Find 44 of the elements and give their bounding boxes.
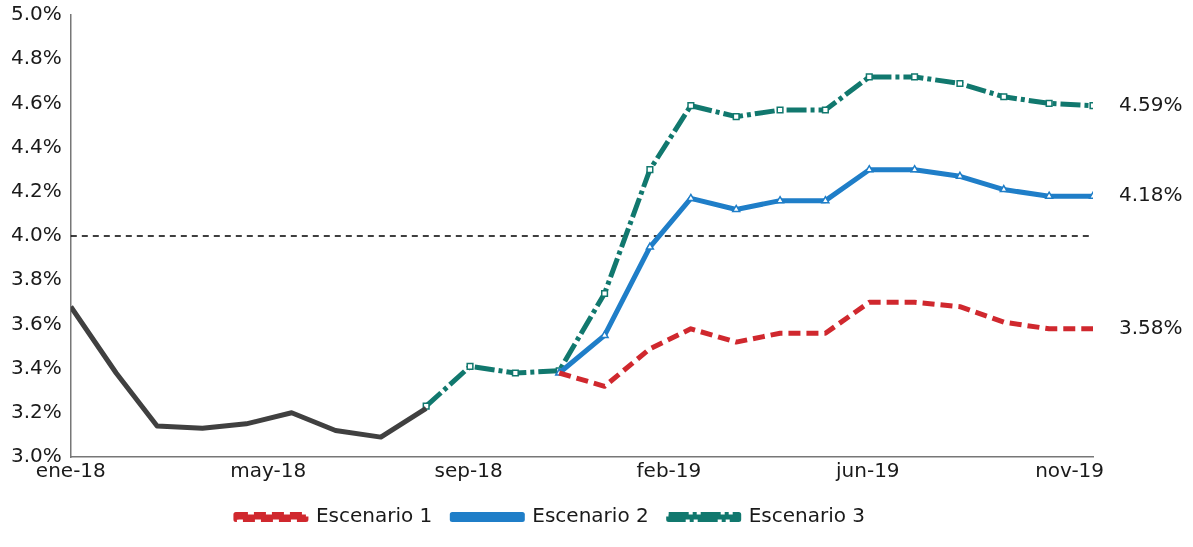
point — [1044, 191, 1054, 199]
point — [732, 113, 740, 121]
x-tick-label: feb-19 — [636, 458, 702, 483]
point — [775, 195, 785, 204]
y-tick-label: 3.8% — [11, 266, 62, 291]
y-tick-label: 3.2% — [11, 399, 62, 423]
x-tick-label: jun-19 — [835, 458, 900, 483]
point — [956, 79, 964, 88]
y-tick-label: 3.4% — [11, 354, 62, 379]
point — [821, 106, 829, 114]
annotation: 4.59% — [1119, 91, 1183, 116]
point — [687, 102, 695, 110]
legend-label: Escenario 1 — [315, 503, 433, 528]
point — [1045, 99, 1053, 107]
y-tick-label: 5.0% — [11, 1, 62, 26]
point — [1000, 93, 1008, 101]
point — [910, 164, 919, 173]
legend-label: Escenario 2 — [532, 503, 649, 528]
point — [911, 73, 919, 81]
y-tick-label: 4.2% — [11, 178, 62, 202]
x-tick-label: nov-19 — [1035, 458, 1105, 483]
legend-label: Escenario 3 — [748, 503, 866, 528]
y-tick-label: 4.4% — [11, 133, 62, 158]
point — [646, 166, 654, 174]
point — [686, 193, 696, 202]
point — [466, 362, 474, 370]
point — [600, 330, 609, 339]
y-tick-label: 3.6% — [11, 310, 62, 335]
point — [999, 184, 1009, 193]
point — [600, 289, 609, 298]
y-tick-label: 4.8% — [11, 45, 62, 70]
point — [645, 242, 655, 250]
point — [731, 204, 741, 213]
y-tick-label: 4.0% — [11, 222, 62, 247]
point — [511, 369, 519, 377]
x-tick-label: sep-18 — [434, 458, 503, 483]
point — [821, 195, 830, 204]
y-tick-label: 4.6% — [11, 89, 62, 114]
point — [865, 73, 873, 81]
point — [865, 164, 874, 173]
annotation: 4.18% — [1119, 182, 1183, 207]
annotation: 3.58% — [1119, 315, 1183, 340]
point — [776, 106, 784, 114]
x-tick-label: may-18 — [230, 458, 307, 483]
